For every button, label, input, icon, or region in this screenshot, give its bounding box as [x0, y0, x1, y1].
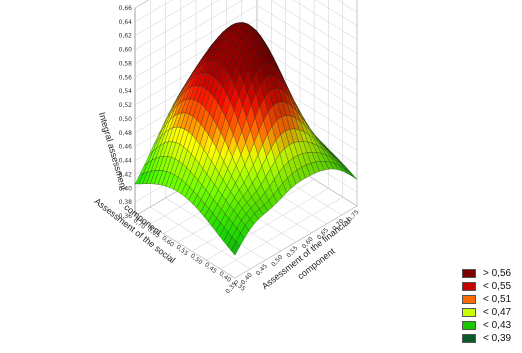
z-tick-label: 0,36: [119, 213, 133, 220]
legend-label: > 0,56: [483, 268, 512, 279]
legend: > 0,56 < 0,55 < 0,51 < 0,47 < 0,43 < 0,39: [462, 267, 520, 345]
z-tick-label: 0,46: [119, 144, 133, 151]
legend-label: < 0,39: [483, 333, 512, 344]
z-tick-label: 0,48: [119, 130, 133, 137]
legend-item: < 0,39: [462, 332, 520, 345]
z-tick-label: 0,56: [119, 74, 133, 81]
z-tick-label: 0,62: [119, 33, 133, 40]
legend-item: < 0,43: [462, 319, 520, 332]
legend-swatch: [462, 308, 476, 317]
legend-item: < 0,55: [462, 280, 520, 293]
legend-swatch: [462, 282, 476, 291]
z-tick-label: 0,58: [119, 61, 133, 68]
legend-label: < 0,55: [483, 281, 512, 292]
z-tick-label: 0,60: [119, 47, 133, 54]
legend-label: < 0,51: [483, 294, 512, 305]
wall-gridline: [134, 0, 358, 36]
legend-item: > 0,56: [462, 267, 520, 280]
z-tick-label: 0,52: [119, 102, 133, 109]
legend-label: < 0,47: [483, 307, 512, 318]
legend-swatch: [462, 321, 476, 330]
z-tick-label: 0,42: [119, 171, 133, 178]
z-tick-label: 0,44: [119, 158, 133, 165]
z-tick-label: 0,40: [119, 185, 133, 192]
z-axis-title: Integral assessment: [97, 111, 129, 192]
legend-swatch: [462, 269, 476, 278]
wall-gridline: [206, 0, 329, 261]
legend-item: < 0,47: [462, 306, 520, 319]
legend-swatch: [462, 334, 476, 343]
legend-label: < 0,43: [483, 320, 512, 331]
wall-gridline: [134, 0, 358, 50]
z-tick-label: 0,64: [119, 19, 133, 26]
legend-swatch: [462, 295, 476, 304]
wall-gridline: [234, 0, 358, 279]
surface-cell: [230, 241, 240, 256]
z-tick-label: 0,38: [119, 199, 133, 206]
surface-plot: [134, 22, 358, 256]
wall-gridline: [220, 0, 343, 270]
z-tick-label: 0,54: [119, 88, 133, 95]
z-tick-label: 0,50: [119, 116, 133, 123]
legend-item: < 0,51: [462, 293, 520, 306]
z-tick-label: 0,66: [119, 5, 133, 12]
wall-gridline: [134, 0, 358, 64]
